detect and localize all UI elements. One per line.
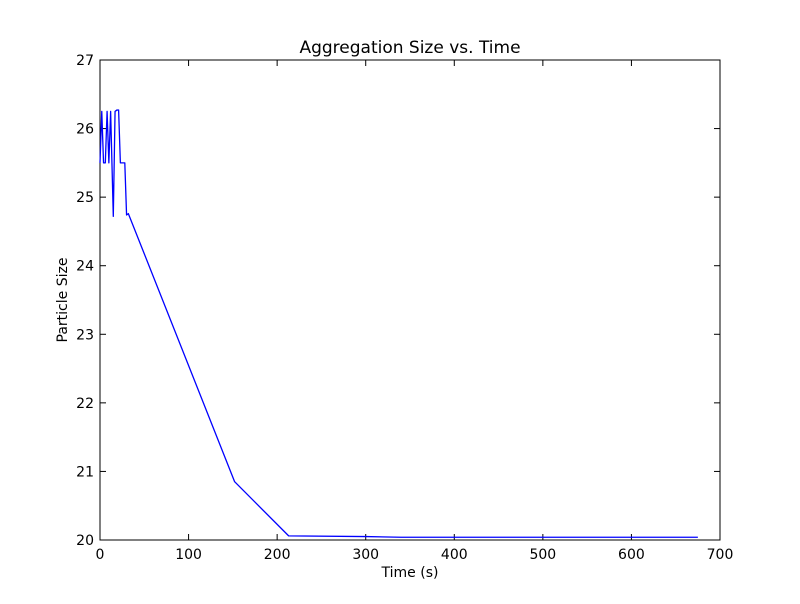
x-axis-label: Time (s) [381,565,439,581]
x-tick-label: 600 [618,547,645,563]
x-tick-label: 500 [529,547,556,563]
x-tick-label: 700 [707,547,734,563]
y-tick-label: 24 [76,259,94,275]
y-axis-ticks: 20 21 22 23 24 25 26 27 [76,53,720,549]
series-line-0 [99,109,698,538]
y-tick-label: 26 [76,122,94,138]
plot-frame [99,59,721,541]
y-tick-label: 27 [76,53,94,69]
y-tick-label: 21 [76,464,94,480]
x-tick-label: 300 [352,547,379,563]
y-axis-label: Particle Size [55,258,71,343]
x-tick-label: 400 [441,547,468,563]
y-tick-label: 20 [76,533,94,549]
y-tick-label: 25 [76,190,94,206]
series-layer [99,109,698,538]
chart-title: Aggregation Size vs. Time [299,38,520,58]
x-tick-label: 200 [264,547,291,563]
x-tick-label: 100 [175,547,202,563]
x-axis-ticks: 0 100 200 300 400 500 600 700 [96,60,734,563]
x-tick-label: 0 [96,547,105,563]
y-tick-label: 22 [76,396,94,412]
y-tick-label: 23 [76,327,94,343]
